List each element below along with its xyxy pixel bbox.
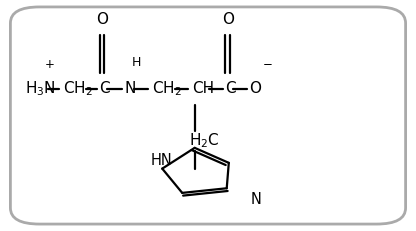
Text: CH: CH [192, 82, 214, 96]
FancyBboxPatch shape [10, 7, 406, 224]
Text: O: O [250, 82, 262, 96]
Text: C: C [99, 82, 110, 96]
Text: O: O [97, 12, 108, 27]
Text: HN: HN [151, 153, 173, 168]
Text: −: − [262, 58, 272, 71]
Text: C: C [225, 82, 236, 96]
Text: N: N [125, 82, 136, 96]
Text: $\mathsf{CH_2}$: $\mathsf{CH_2}$ [152, 80, 182, 98]
Text: +: + [45, 58, 54, 71]
Text: O: O [222, 12, 234, 27]
Text: $\mathsf{H_3N}$: $\mathsf{H_3N}$ [25, 80, 56, 98]
Text: H: H [131, 56, 141, 69]
Text: $\mathsf{H_2C}$: $\mathsf{H_2C}$ [189, 132, 220, 150]
Text: N: N [250, 192, 261, 207]
Text: $\mathsf{CH_2}$: $\mathsf{CH_2}$ [63, 80, 93, 98]
